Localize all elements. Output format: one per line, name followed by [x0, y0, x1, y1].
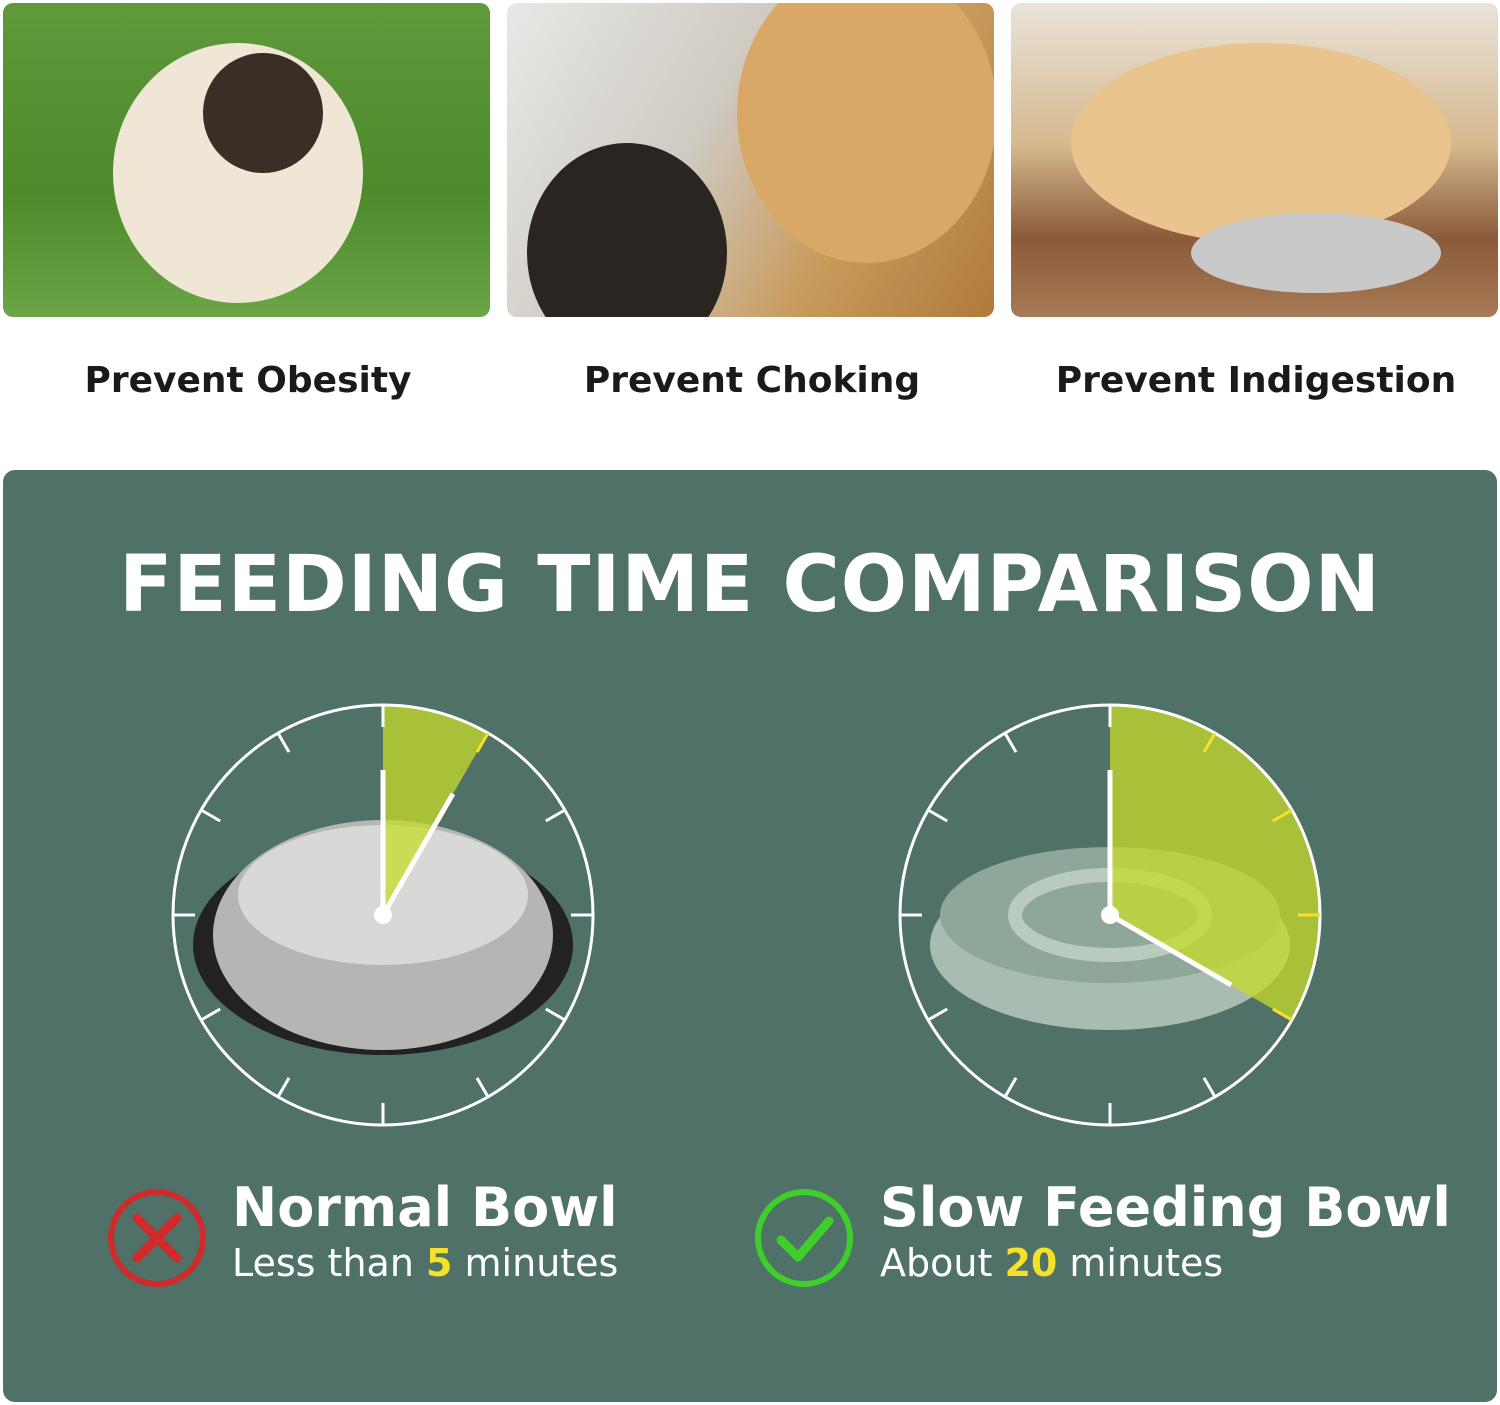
clock-tick: [276, 1077, 291, 1098]
slow-bowl-label: Slow Feeding Bowl About 20 minutes: [880, 1176, 1451, 1286]
slow-bowl-clock: [898, 703, 1322, 1127]
slow-prefix: About: [880, 1241, 1005, 1285]
normal-minutes: 5: [426, 1241, 453, 1285]
labrador-photo: [1011, 3, 1498, 317]
clock-tick: [927, 808, 948, 823]
clock-hand-end: [1108, 912, 1233, 988]
clock-tick: [200, 808, 221, 823]
clock-center: [374, 906, 392, 924]
slow-minutes: 20: [1004, 1241, 1058, 1285]
x-circle-icon: [108, 1189, 206, 1287]
clock-tick: [1003, 732, 1018, 753]
caption-prevent-indigestion: Prevent Indigestion: [1055, 360, 1457, 401]
clock-hand-end: [380, 792, 456, 917]
golden-retriever-photo: [507, 3, 994, 317]
clock-tick: [475, 1077, 490, 1098]
clock-tick: [545, 1007, 566, 1022]
clock-center: [1101, 906, 1119, 924]
pug-photo: [3, 3, 490, 317]
clock-tick: [1202, 1077, 1217, 1098]
elapsed-time-sector: [1110, 705, 1320, 1020]
normal-bowl-name: Normal Bowl: [232, 1176, 618, 1239]
clock-tick: [1202, 732, 1217, 753]
clock-tick: [475, 732, 490, 753]
elapsed-time-sector: [383, 705, 488, 915]
clock-tick: [545, 808, 566, 823]
comparison-title: FEEDING TIME COMPARISON: [119, 540, 1381, 630]
caption-prevent-obesity: Prevent Obesity: [84, 360, 412, 401]
clock-tick: [200, 1007, 221, 1022]
caption-prevent-choking: Prevent Choking: [583, 360, 921, 401]
normal-bowl-label: Normal Bowl Less than 5 minutes: [232, 1176, 618, 1286]
slow-bowl-name: Slow Feeding Bowl: [880, 1176, 1451, 1239]
clock-tick: [276, 732, 291, 753]
clock-tick: [927, 1007, 948, 1022]
normal-suffix: minutes: [452, 1241, 619, 1285]
normal-bowl-clock: [171, 703, 595, 1127]
clock-tick: [1272, 1007, 1293, 1022]
check-circle-icon: [755, 1189, 853, 1287]
normal-prefix: Less than: [232, 1241, 426, 1285]
clock-tick: [1003, 1077, 1018, 1098]
clock-tick: [1272, 808, 1293, 823]
slow-suffix: minutes: [1057, 1241, 1224, 1285]
